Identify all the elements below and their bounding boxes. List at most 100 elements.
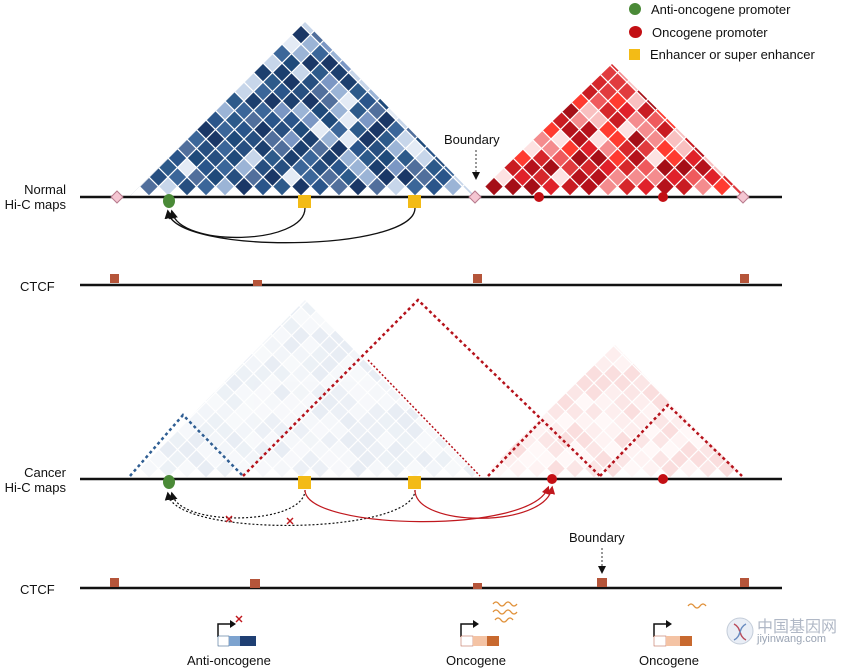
heatmap-tile — [730, 138, 745, 159]
heatmap-tile — [414, 353, 435, 375]
heatmap-tile — [244, 203, 263, 222]
heatmap-tile — [301, 0, 320, 16]
heatmap-tile — [130, 401, 141, 422]
heatmap-tile — [523, 6, 542, 25]
heatmap-tile — [504, 44, 523, 63]
heatmap-tile — [157, 43, 179, 64]
heatmap-tile — [547, 212, 566, 231]
heatmap-tile — [214, 24, 236, 45]
heatmap-tile — [452, 353, 473, 375]
heatmap-tile — [168, 260, 187, 279]
heatmap-tile — [347, 43, 369, 64]
heatmap-tile — [471, 155, 490, 174]
heatmap-tile — [453, 146, 472, 165]
heatmap-tile — [434, 203, 453, 222]
heatmap-tile — [569, 64, 590, 74]
heatmap-tile — [699, 98, 718, 117]
heatmap-tile — [423, 363, 445, 384]
heatmap-tile — [140, 250, 159, 269]
heatmap-tile — [475, 81, 486, 102]
heatmap-tile — [661, 98, 680, 117]
heatmap-tile — [414, 391, 435, 413]
heatmap-tile — [406, 98, 425, 117]
red-dot-icon — [629, 26, 642, 38]
heatmap-tile — [485, 0, 504, 6]
heatmap-tile — [121, 155, 140, 174]
heatmap-tile — [186, 22, 207, 36]
heatmap-tile — [187, 260, 206, 279]
heatmap-tile — [434, 279, 453, 298]
heatmap-tile — [176, 325, 198, 346]
heatmap-tile — [659, 345, 681, 346]
heatmap-tile — [680, 288, 699, 307]
normal-boundary-diamonds — [110, 190, 750, 204]
heatmap-tile — [339, 279, 358, 298]
heatmap-tile — [683, 90, 704, 112]
heatmap-tile — [642, 288, 661, 307]
heatmap-tile — [575, 222, 594, 241]
heatmap-tile — [433, 33, 454, 55]
heatmap-tile — [475, 64, 495, 74]
heatmap-tile — [442, 420, 464, 441]
heatmap-tile — [697, 382, 719, 403]
heatmap-tile — [651, 317, 670, 336]
heatmap-tile — [225, 260, 244, 279]
heatmap-tile — [243, 315, 264, 337]
heatmap-tile — [621, 345, 643, 346]
heatmap-tile — [483, 81, 505, 102]
heatmap-tile — [699, 288, 718, 307]
heatmap-tile — [423, 401, 445, 422]
heatmap-tile — [570, 0, 589, 16]
heatmap-tile — [518, 317, 537, 336]
heatmap-tile — [528, 250, 547, 269]
heatmap-tile — [726, 410, 745, 432]
heatmap-tile — [140, 98, 159, 117]
heatmap-tile — [273, 231, 292, 250]
heatmap-tile — [632, 298, 651, 317]
heatmap-tile — [148, 300, 169, 318]
heatmap-tile — [130, 109, 150, 131]
heatmap-tile — [631, 345, 652, 356]
heatmap-tile — [689, 241, 708, 260]
heatmap-tile — [708, 260, 727, 279]
heatmap-tile — [415, 0, 434, 16]
heatmap-tile — [727, 165, 746, 184]
heatmap-tile — [442, 62, 464, 83]
heatmap-tile — [575, 298, 594, 317]
heatmap-tile — [216, 231, 235, 250]
heatmap-tile — [453, 108, 472, 127]
heatmap-tile — [721, 90, 742, 112]
heatmap-tile — [599, 0, 618, 6]
heatmap-tile — [673, 64, 695, 83]
heatmap-tile — [195, 81, 217, 102]
cancer-boundary-label: Boundary — [569, 530, 625, 545]
heatmap-tile — [339, 0, 358, 16]
heatmap-tile — [699, 231, 718, 250]
heatmap-tile — [395, 22, 416, 36]
heatmap-tile — [311, 212, 330, 231]
heatmap-tile — [311, 250, 330, 269]
heatmap-tile — [702, 90, 723, 112]
heatmap-tile — [168, 0, 187, 16]
heatmap-tile — [475, 71, 495, 93]
heatmap-tile — [157, 300, 179, 308]
heatmap-tile — [502, 100, 524, 121]
heatmap-tile — [138, 344, 160, 365]
watermark-logo — [726, 617, 754, 645]
heatmap-tile — [453, 203, 472, 222]
heatmap-tile — [292, 231, 311, 250]
heatmap-tile — [702, 109, 723, 131]
heatmap-tile — [214, 325, 236, 346]
heatmap-tile — [453, 260, 472, 279]
heatmap-tile — [130, 176, 141, 196]
heatmap-tile — [542, 0, 561, 6]
normal-boundary-label: Boundary — [444, 132, 500, 147]
heatmap-tile — [735, 420, 745, 441]
heatmap-tile — [461, 24, 475, 45]
heatmap-tile — [130, 157, 141, 178]
heatmap-tile — [532, 16, 551, 35]
heatmap-tile — [718, 212, 737, 231]
heatmap-tile — [471, 288, 490, 307]
heatmap-tile — [395, 90, 416, 112]
heatmap-tile — [214, 62, 236, 83]
